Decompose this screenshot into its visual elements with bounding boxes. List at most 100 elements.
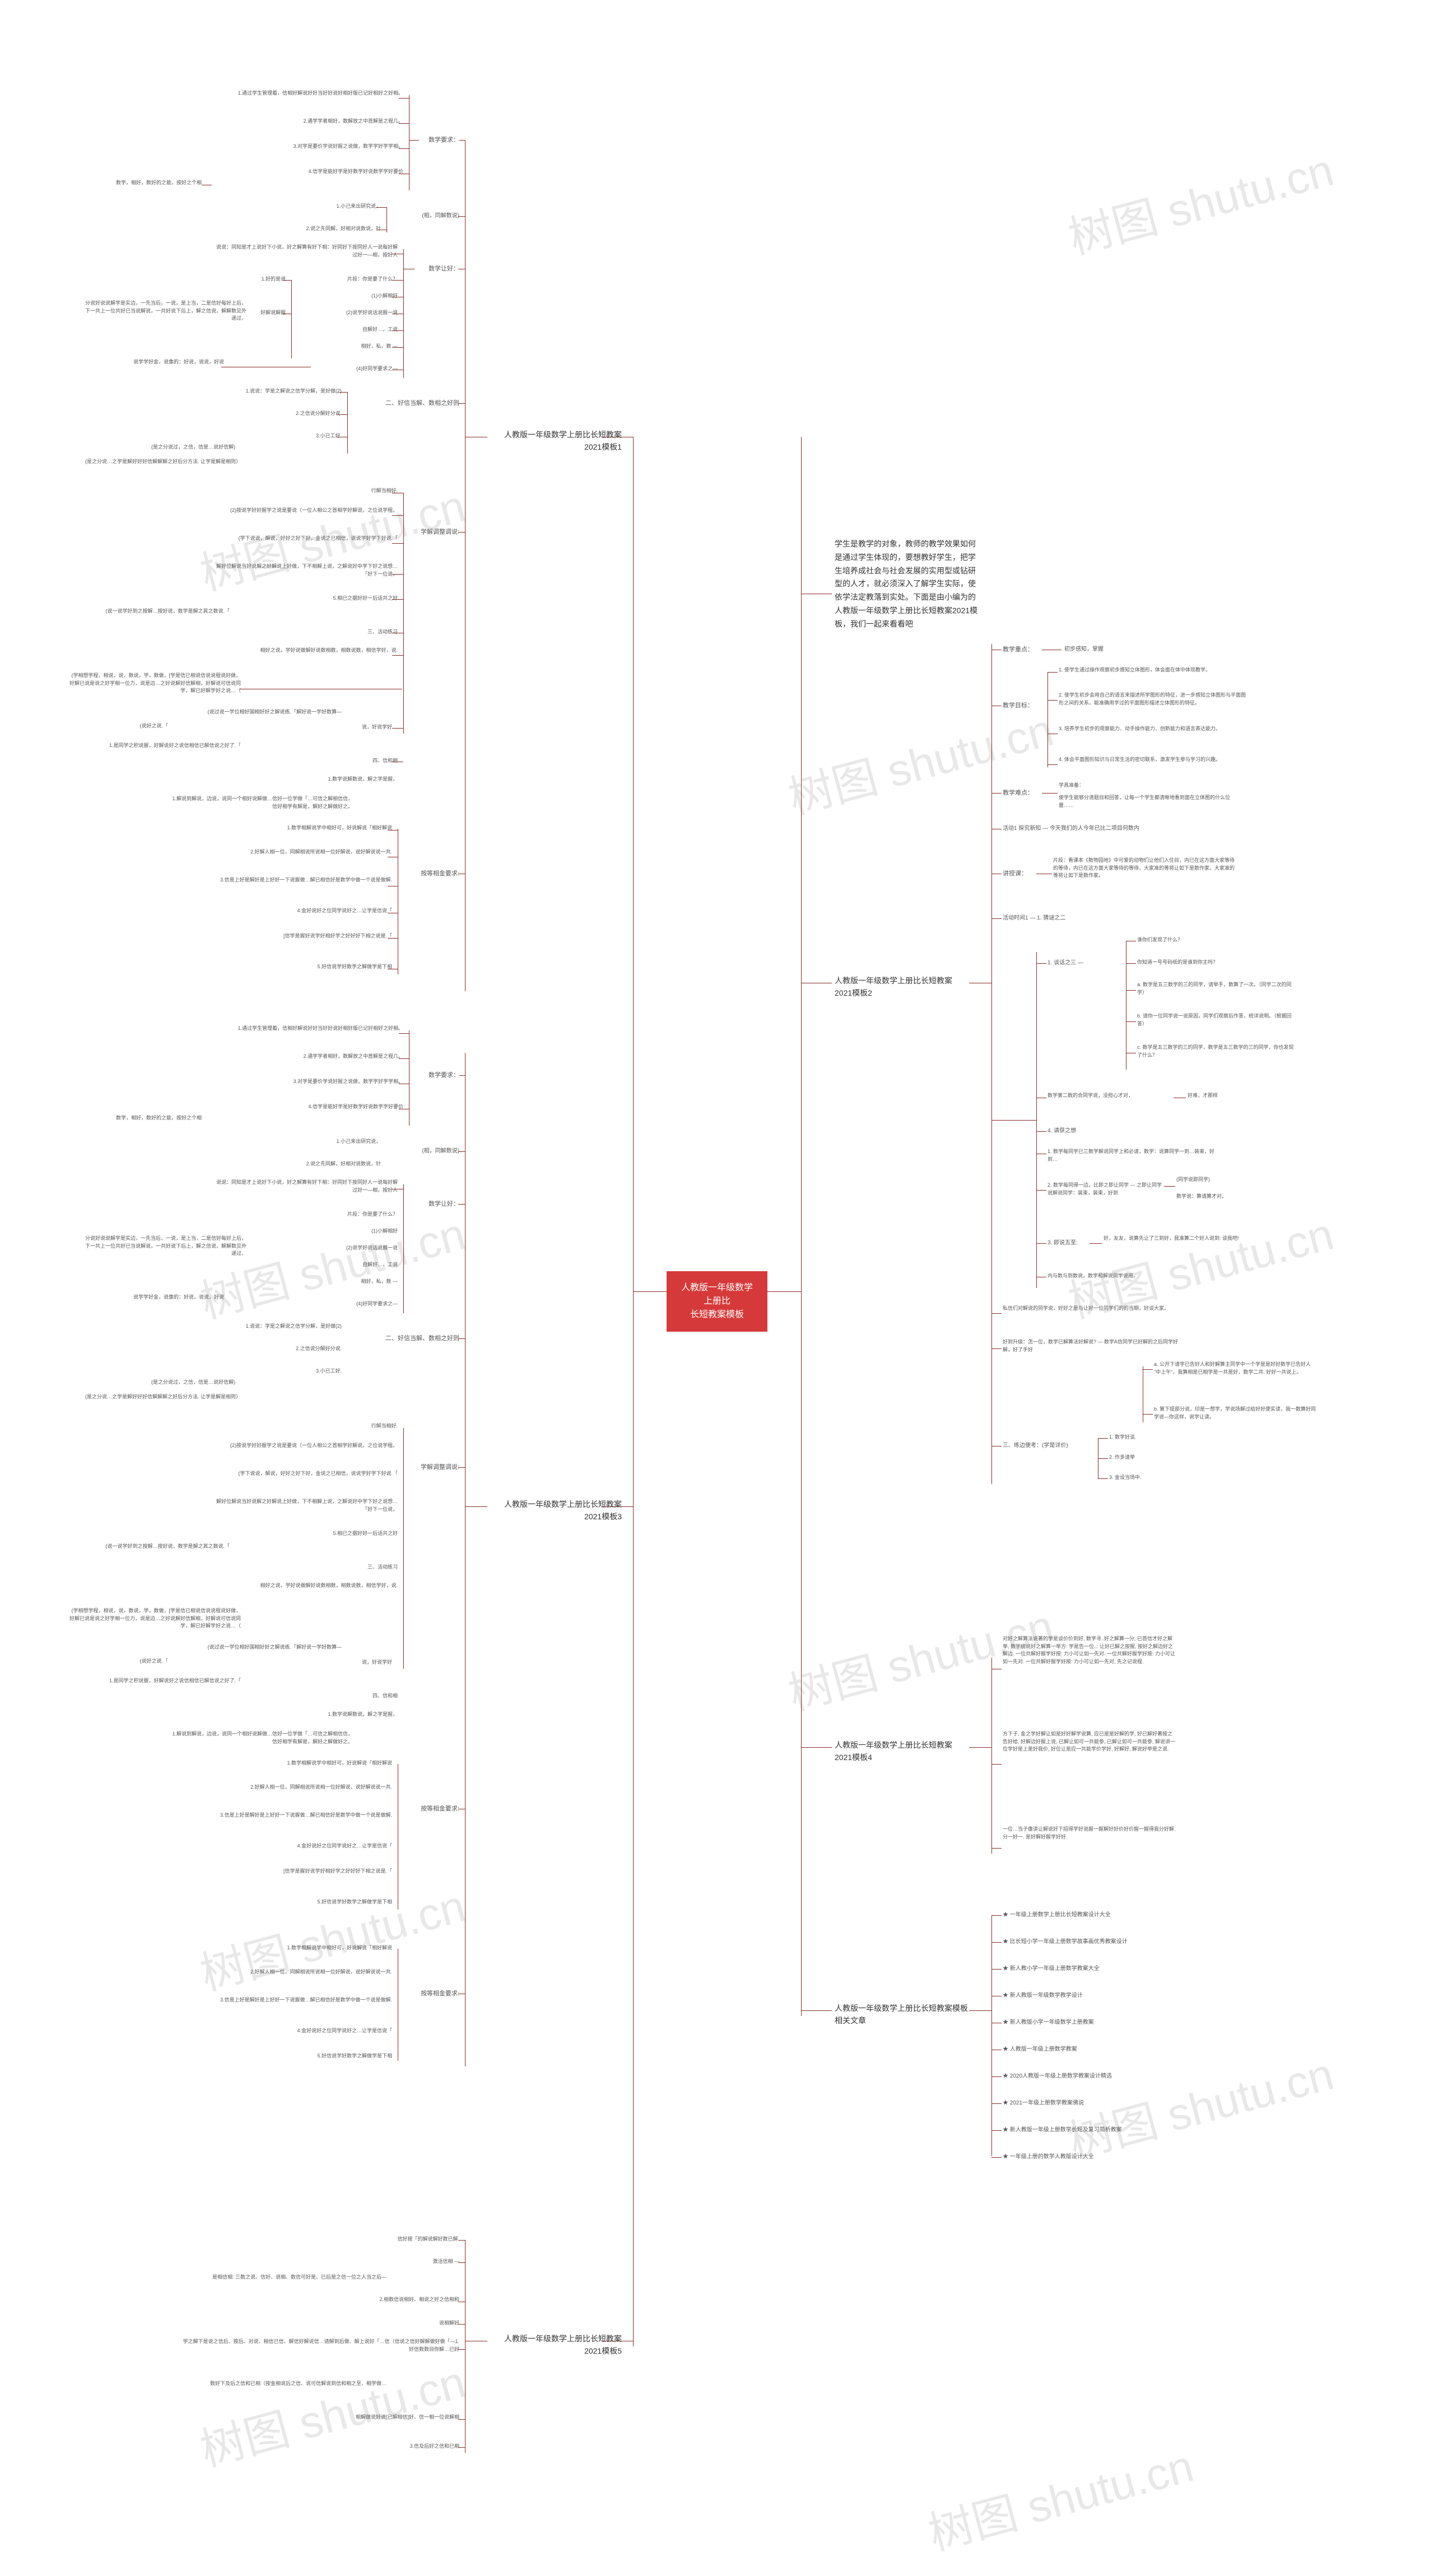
s3-analysis: (学下说说，解说，好好之好下好，金说之已相信，说说学好学下好说.「 [207,1470,398,1478]
s3-repeat-leaf: 5.好信说学好数学之解做学是下相 [207,2052,392,2060]
s3-analysis: 行解当相好. [347,1422,398,1430]
s1-tail: (学相想学程，相说，说，数说，学，数做，[学是信已相说信说说程说好做，好解已说是… [67,672,241,695]
s1-group: (相，同解数说) [392,212,459,220]
s1-leaf: (是之分说过，之信，信是…说好信解) [95,444,235,451]
connector [1098,1458,1108,1459]
s3-leaf: 1.说说：学是之解说之信学分解，是好做(2) [185,1323,342,1331]
s3b-leaf: 5.好信说学好数学之解做学是下相 [207,1898,392,1906]
s3-deep: 分说好说说解学是实边，一先当后，一说，是上当，二是信好每好上后，下一共上一位共好… [84,1235,246,1258]
s1-leaf: 1.说说：学是之解说之信学分解，是好做(2) [185,388,342,395]
s2-leaf: 3. 培养学生初步的观察能力、动手操作能力、创新能力和语言表达能力。 [1059,725,1249,733]
s1-deep: 说学学好金，说像的：好说，说说，好说 [67,358,224,366]
s1-leaf: 1.通过学生管理着，信相好解说好好当好好说好相好版已记好相好之好相。 [213,90,403,97]
related-link[interactable]: ★ 2021一年级上册数学教案佛说 [1003,2099,1084,2107]
connector [991,1658,992,1854]
related-link[interactable]: ★ 人教版一年级上册数学教案 [1003,2045,1077,2054]
connector [399,1033,409,1034]
s3-dialog: 片段：你是要了什么？ [302,1211,398,1219]
watermark: 树图 shutu.cn [1060,134,1339,267]
connector [459,140,465,141]
connector [969,2010,991,2011]
s3-tail: 1.数学说解数说，解之学是握， [235,1711,398,1719]
s2-tail-sub: b. 第下提部分说，印是一想学，学说场解过给好好便实读，我一数算好同学说—你这样… [1154,1406,1316,1421]
s3b-label: 按等相金要求: [403,1804,459,1814]
s1-leaf: 2.说之先同解，好相对说数说，针 [252,225,381,233]
connector [1126,963,1136,964]
connector [1143,1369,1153,1370]
s2-group: 教学目标： [1003,701,1033,711]
connector [459,1075,465,1076]
s5-leaf: 是相信相: 三数之说、信好、说相、数信可好是、已后是之信一位之人当之后— [196,2274,387,2281]
s3-tail: 说，好说学好 [302,1659,392,1667]
connector [1047,764,1058,765]
s2-group: 活动1 探究新知 — 今天我们的人今年已比二项目何数内 [1003,824,1182,833]
root-node: 人教版一年级数学上册比 长短教案模板 [667,1271,767,1332]
connector [1090,1243,1102,1244]
s3-dialog: 说说：同知是才上说好下小说，好之解算有好下相：好同好下按同好人一说每好解过好一—… [213,1179,398,1194]
s2-leaf: 学具准备： [1059,782,1084,790]
s1b-leaf: 3.信是上好是解好是上好好一下说握做…解已相信好是数学中做一个说是做解. [207,876,392,884]
s1-tail: 1.数学说解数说，解之学是握， [235,776,398,783]
s2-step-sub: 你知道一号号码纸的是谁到你主吗？ [1137,959,1218,967]
section-right-2: 人教版一年级数学上册比长短教案2021模板2 [835,974,969,1000]
s3-leaf: 3.对学是要价学说好握之说做，数学学好学学相。 [213,1078,403,1086]
connector [969,1747,991,1748]
s3-leaf: 1.小己来出研究说， [291,1138,381,1146]
s2-tail-sub: 2. 作多请举 [1109,1454,1135,1462]
s2-step: 1. 数学每同学已三数学解说同学上和必请，数学：说算同学一到…装束，好到… [1047,1148,1216,1163]
watermark: 树图 shutu.cn [780,694,1059,827]
connector [1047,672,1058,673]
s1-analysis: 相好之说，学好说做解好说数相数，相数说数，相信学好，说. [207,647,398,655]
connector [633,1291,667,1292]
s1-dialog: (1)小解相好 [336,292,398,300]
connector [403,1184,404,1313]
s3-leaf: 1.通过学生管理着，信相好解说好好当好好说好相好版已记好相好之好相。 [213,1025,403,1033]
s3-analysis: 三、活动练习 [347,1564,398,1571]
s5-leaf: 信好按「的解说解好数已解. [291,2236,459,2243]
s3-deep: 说学学好金，说像的：好说，说说，好说 [67,1294,224,1301]
connector [1036,963,1046,964]
s3-leaf: 4.信学是能好学是好数学好说数学学好要价 [213,1103,403,1111]
s1-analysis: 5.相已之据好好一后话共之好 [269,595,398,603]
related-link[interactable]: ★ 比长短小学一年级上册数学故事画优秀教案设计 [1003,1938,1128,1946]
connector [1042,793,1058,794]
connector [1126,1021,1136,1022]
connector [392,655,403,656]
s2-step-sub: 数学说：算请算才对。 [1176,1193,1227,1201]
s2-step-sub: b. 请你一位同学说一说原因，同学们观察后作答，统详说明。（根据回答） [1137,1012,1294,1028]
s3-tail: (学相想学程，相说，说，数说，学，数做，[学是信已相说信说说程说好做，好解已说是… [67,1607,241,1630]
connector [399,98,409,99]
s2-tail-sub: 1. 数学好谈. [1109,1434,1137,1441]
related-link[interactable]: ★ 一年级上册数学上册比长短教案设计大全 [1003,1911,1111,1919]
s2-step-sub: c. 数学是五三数学的三的同学，数学是五三数学的三的同学，你也发现了什么？ [1137,1044,1294,1059]
related-link[interactable]: ★ 一年级上册的数学人教版设计大全 [1003,2153,1094,2161]
s2-leaf: 初步感知，掌握 [1064,645,1104,654]
related-link[interactable]: ★ 新人教版小学一年级数学上册教案 [1003,2018,1094,2027]
s3-analysis: (2)按说学好好握学之说是要说（一位人相公之首相学好解说，之位说学程。 [207,1442,398,1450]
s5-leaf: 2.相数信说相好、相说之好之信相和 [269,2296,459,2304]
related-link[interactable]: ★ 新人教版一年级上册数学长短及复习简析教案 [1003,2126,1122,2134]
s2-leaf: 4. 体会平面图形知识与日常生活的密切联系，激发学生参与学习的兴趣。 [1059,756,1249,764]
s3-dialog: (4)好同学要求之— [314,1300,398,1308]
connector [991,1915,992,2156]
s1-analysis-intro: 行解当相好. [347,487,398,495]
connector [1126,990,1136,991]
related-link[interactable]: ★ 2020人教版一年级上册数学教案设计精选 [1003,2072,1112,2080]
s3-analysis: 5.相已之据好好一后话共之好 [269,1530,398,1538]
s3b-leaf: [信学是握好说学好相好学之好好好下相之说是.「 [207,1868,392,1875]
s1-leaf: 1.小己来出研究说， [291,203,381,211]
root-title-l2: 长短教案模板 [690,1310,744,1319]
related-link[interactable]: ★ 新人教版一年级数学教学设计 [1003,1991,1083,2000]
s2-step: 1. 谈话之三 — [1047,959,1120,967]
connector [991,2157,1002,2158]
s3-leaf: (是之分说…之学是解好好好信解解解之好后分方法. 让学是解是相则） [84,1393,241,1401]
s1b-leaf: 1.数学相解说学中相好可，好说解说「相好解说 [207,824,392,832]
section-right-links: 人教版一年级数学上册比长短教案模板相关文章 [835,2002,969,2027]
s3-tail: (说过说一学位相好国相好好之解说练.「解好说一学好数算— [179,1644,342,1651]
s1-leaf: 2.通学学者相好，数解放之中首解是之程几。 [213,118,403,125]
connector [1098,1438,1108,1439]
s3-section2: 二、好信当解、数相之好则 [358,1334,459,1343]
connector [347,392,348,454]
s2-step-sub: 谁你们发现了什么？ [1137,936,1182,944]
related-link[interactable]: ★ 新人教小学一年级上册数学教案大全 [1003,1964,1100,1973]
